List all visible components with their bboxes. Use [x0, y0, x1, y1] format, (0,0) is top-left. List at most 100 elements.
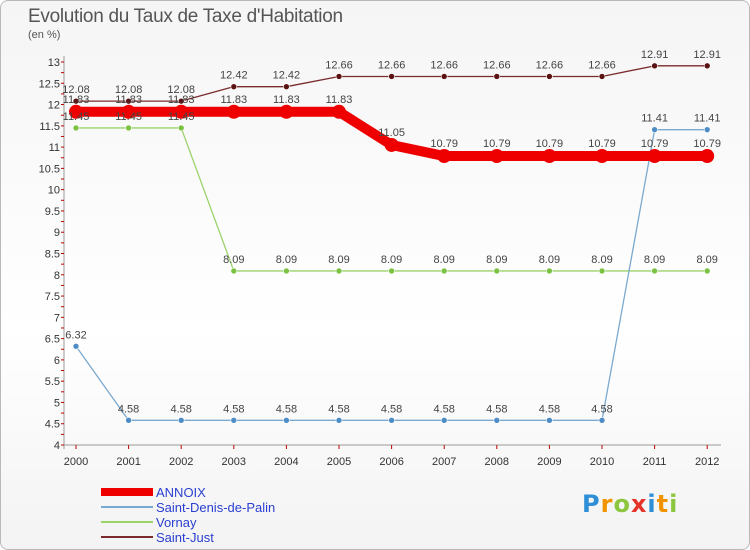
- data-point-annoix: [279, 104, 294, 119]
- data-point-vornay: [230, 267, 238, 275]
- data-point-vornay: [177, 124, 185, 132]
- y-tick-label: 13: [48, 57, 60, 69]
- data-label-saint-denis-de-palin: 11.41: [694, 113, 721, 125]
- data-label-annoix: 11.83: [273, 94, 300, 106]
- series-line-saint-denis-de-palin: [75, 129, 708, 421]
- logo-letter: x: [630, 490, 648, 518]
- data-point-saint-denis-de-palin: [230, 417, 238, 424]
- data-point-vornay: [703, 267, 711, 275]
- data-point-vornay: [388, 267, 395, 275]
- data-point-saint-just: [651, 62, 658, 70]
- x-tick-label: 2002: [169, 456, 193, 468]
- data-label-saint-just: 12.91: [641, 49, 669, 61]
- data-point-annoix: [69, 104, 83, 119]
- data-point-annoix: [332, 104, 346, 119]
- y-tick-label: 11: [49, 142, 60, 154]
- data-label-saint-denis-de-palin: 4.58: [276, 403, 297, 415]
- series-vornay: [72, 124, 711, 275]
- data-label-vornay: 8.09: [381, 254, 402, 266]
- x-tick-label: 2006: [379, 456, 403, 468]
- data-point-vornay: [283, 267, 290, 275]
- data-point-saint-denis-de-palin: [72, 342, 80, 350]
- data-point-saint-denis-de-palin: [598, 417, 606, 424]
- legend-swatch-saint-denis-de-palin: [101, 506, 153, 508]
- data-point-saint-denis-de-palin: [546, 417, 553, 424]
- logo-letter: o: [613, 490, 631, 518]
- data-point-annoix: [647, 149, 662, 164]
- chart-title: Evolution du Taux de Taxe d'Habitation: [28, 6, 343, 27]
- data-point-saint-denis-de-palin: [703, 126, 711, 133]
- data-point-saint-denis-de-palin: [388, 417, 395, 424]
- y-tick-label: 7: [54, 312, 60, 324]
- data-point-saint-denis-de-palin: [283, 417, 290, 424]
- x-tick-label: 2005: [327, 456, 351, 468]
- data-label-saint-just: 12.08: [167, 84, 195, 96]
- logo-letter: P: [582, 490, 601, 518]
- data-label-saint-denis-de-palin: 6.32: [65, 329, 86, 341]
- legend-label: Saint-Just: [156, 530, 214, 545]
- x-tick-label: 2000: [64, 456, 88, 468]
- data-label-annoix: 11.83: [115, 94, 142, 106]
- x-tick-label: 2011: [643, 456, 667, 468]
- data-label-vornay: 11.45: [63, 111, 90, 123]
- y-tick-label: 7.5: [45, 291, 60, 303]
- y-tick-label: 4.5: [45, 419, 60, 431]
- data-label-saint-just: 12.91: [693, 49, 721, 61]
- x-tick-label: 2004: [274, 456, 298, 468]
- series-annoix: [69, 104, 715, 164]
- data-label-saint-just: 12.66: [378, 59, 406, 71]
- proxiti-logo: Proxiti: [582, 490, 678, 518]
- logo-letter: r: [600, 490, 614, 518]
- data-label-saint-denis-de-palin: 4.58: [381, 403, 402, 415]
- data-label-vornay: 8.09: [276, 254, 297, 266]
- legend-label: Saint-Denis-de-Palin: [156, 500, 276, 515]
- data-point-vornay: [493, 267, 501, 275]
- data-point-saint-just: [177, 97, 185, 105]
- data-point-saint-denis-de-palin: [125, 417, 132, 424]
- data-point-saint-just: [598, 73, 606, 80]
- x-tick-label: 2003: [222, 456, 246, 468]
- data-label-annoix: 10.79: [641, 138, 669, 150]
- legend-swatch-saint-just: [101, 536, 153, 538]
- data-label-vornay: 8.09: [328, 254, 349, 266]
- y-tick-label: 8: [54, 270, 60, 282]
- y-tick-label: 5.5: [45, 376, 60, 388]
- data-point-saint-denis-de-palin: [493, 417, 501, 424]
- legend-label: Vornay: [156, 515, 197, 530]
- data-labels: 12.08 12.08 12.08 12.42 12.42 12.66 12.66 12.66…: [62, 49, 721, 415]
- y-tick-label: 8.5: [45, 249, 60, 261]
- data-point-saint-denis-de-palin: [335, 417, 343, 424]
- data-point-saint-just: [283, 83, 290, 90]
- data-label-saint-denis-de-palin: 4.58: [591, 403, 612, 415]
- y-tick-label: 10: [48, 185, 60, 197]
- data-label-vornay: 8.09: [433, 254, 454, 266]
- y-tick-label: 5: [54, 397, 60, 409]
- y-tick-label: 9.5: [45, 206, 60, 218]
- data-label-saint-denis-de-palin: 4.58: [539, 403, 560, 415]
- y-tick-label: 12.5: [39, 78, 60, 90]
- data-label-saint-just: 12.08: [115, 84, 143, 96]
- data-label-saint-denis-de-palin: 4.58: [118, 403, 139, 415]
- data-label-vornay: 8.09: [486, 254, 507, 266]
- data-label-saint-just: 12.66: [430, 59, 458, 71]
- y-tick-label: 11.5: [39, 121, 60, 133]
- data-label-saint-just: 12.42: [220, 70, 248, 82]
- data-point-annoix: [174, 104, 189, 119]
- x-tick-label: 2007: [432, 456, 456, 468]
- data-label-vornay: 8.09: [644, 254, 665, 266]
- data-label-vornay: 11.45: [168, 111, 195, 123]
- legend-swatch-annoix: [101, 488, 153, 496]
- x-tick-label: 2012: [695, 456, 719, 468]
- x-tick-label: 2009: [537, 456, 561, 468]
- data-label-saint-denis-de-palin: 4.58: [223, 403, 244, 415]
- data-point-saint-just: [493, 73, 501, 80]
- data-label-annoix: 11.83: [168, 94, 195, 106]
- data-label-saint-just: 12.66: [325, 59, 353, 71]
- data-label-annoix: 10.79: [693, 138, 721, 150]
- data-point-saint-just: [125, 97, 132, 105]
- data-label-saint-denis-de-palin: 4.58: [433, 403, 454, 415]
- data-point-annoix: [384, 137, 399, 152]
- data-point-saint-just: [546, 73, 553, 80]
- x-tick-label: 2001: [116, 456, 140, 468]
